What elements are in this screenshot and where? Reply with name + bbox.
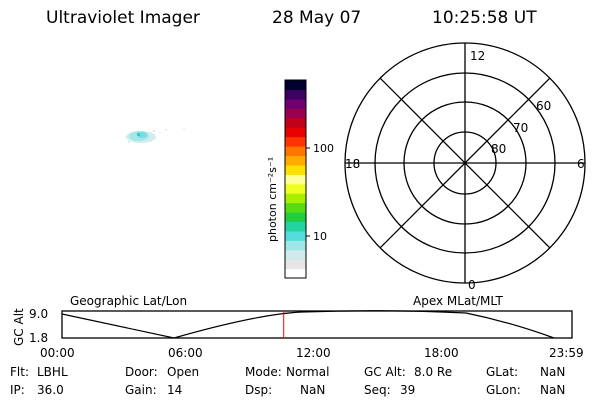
colorbar-segment bbox=[285, 108, 306, 119]
imager-title: Ultraviolet Imager bbox=[46, 8, 200, 28]
time-label: 10:25:58 UT bbox=[432, 8, 537, 28]
colorbar-segment bbox=[285, 202, 306, 213]
glat-value: NaN bbox=[540, 365, 566, 379]
glon-label: GLon: bbox=[486, 383, 521, 397]
colorbar-segment bbox=[285, 268, 306, 279]
seq-label: Seq: bbox=[364, 383, 391, 397]
flt-value: LBHL bbox=[37, 365, 68, 379]
gcalt-label: GC Alt: bbox=[364, 365, 406, 379]
timeline-xtick-1800: 18:00 bbox=[424, 346, 459, 360]
glon-value: NaN bbox=[540, 383, 566, 397]
mlt-label-12: 12 bbox=[470, 49, 485, 63]
timeline-xtick-1200: 12:00 bbox=[296, 346, 331, 360]
gain-label: Gain: bbox=[125, 383, 157, 397]
auroral-image bbox=[126, 128, 185, 143]
mode-label: Mode: bbox=[245, 365, 282, 379]
mlt-label-6: 6 bbox=[577, 157, 585, 171]
mlt-label-0: 0 bbox=[468, 278, 476, 292]
timeline-ytick-high: 9.0 bbox=[29, 307, 48, 321]
colorbar-segment bbox=[285, 80, 306, 91]
color-scale-bar bbox=[285, 80, 306, 279]
polar-diagonal-2 bbox=[379, 77, 551, 249]
timeline-right-title: Apex MLat/MLT bbox=[413, 294, 503, 308]
colorbar-segment bbox=[285, 183, 306, 194]
colorbar-segment bbox=[285, 221, 306, 232]
colorbar-unit-label: photon cm⁻²s⁻¹ bbox=[266, 157, 279, 242]
colorbar-segment bbox=[285, 155, 306, 166]
colorbar-segment bbox=[285, 146, 306, 157]
timeline-ylabel: GC Alt bbox=[12, 308, 26, 346]
mlat-label-60: 60 bbox=[536, 99, 551, 113]
colorbar-segment bbox=[285, 98, 306, 109]
mlat-label-70: 70 bbox=[513, 121, 528, 135]
orbit-altitude-curve bbox=[61, 310, 555, 339]
door-value: Open bbox=[167, 365, 200, 379]
dsp-value: NaN bbox=[300, 383, 326, 397]
colorbar-segment bbox=[285, 89, 306, 100]
colorbar-segment bbox=[285, 193, 306, 204]
colorbar-segment bbox=[285, 212, 306, 223]
timeline-frame bbox=[61, 310, 573, 339]
glat-label: GLat: bbox=[486, 365, 519, 379]
colorbar-segment bbox=[285, 164, 306, 175]
door-label: Door: bbox=[125, 365, 158, 379]
timeline-xtick-0600: 06:00 bbox=[168, 346, 203, 360]
colorbar-segment bbox=[285, 240, 306, 251]
mode-value: Normal bbox=[286, 365, 330, 379]
timeline-xtick-0000: 00:00 bbox=[40, 346, 75, 360]
colorbar-segment bbox=[285, 117, 306, 128]
gcalt-value: 8.0 Re bbox=[414, 365, 453, 379]
timeline-ytick-low: 1.8 bbox=[29, 331, 48, 345]
mlt-label-18: 18 bbox=[345, 157, 360, 171]
colorbar-segment bbox=[285, 174, 306, 185]
mlat-label-80: 80 bbox=[491, 142, 506, 156]
color-scale-frame bbox=[284, 79, 307, 279]
ip-label: IP: bbox=[10, 383, 25, 397]
timeline-xtick-2359: 23:59 bbox=[549, 346, 584, 360]
ip-value: 36.0 bbox=[37, 383, 64, 397]
colorbar-segment bbox=[285, 136, 306, 147]
colorbar-segment bbox=[285, 230, 306, 241]
colorbar-tick-label-100: 100 bbox=[313, 142, 334, 155]
date-label: 28 May 07 bbox=[272, 8, 362, 28]
colorbar-segment bbox=[285, 127, 306, 138]
colorbar-segment bbox=[285, 249, 306, 260]
timeline-left-title: Geographic Lat/Lon bbox=[70, 294, 187, 308]
dsp-label: Dsp: bbox=[245, 383, 273, 397]
colorbar-tick-label-10: 10 bbox=[313, 230, 327, 243]
colorbar-segment bbox=[285, 259, 306, 270]
gain-value: 14 bbox=[167, 383, 183, 397]
seq-value: 39 bbox=[400, 383, 416, 397]
polar-plot bbox=[344, 42, 586, 284]
flt-label: Flt: bbox=[10, 365, 29, 379]
